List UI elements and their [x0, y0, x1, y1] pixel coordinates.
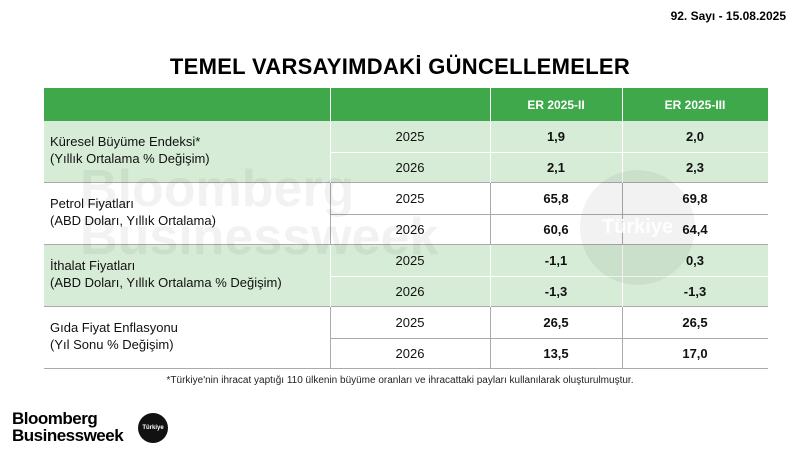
row-label: İthalat Fiyatları (ABD Doları, Yıllık Ort… [50, 257, 330, 291]
value: -1,1 [544, 253, 568, 268]
year: 2025 [395, 253, 425, 268]
value: 0,3 [685, 253, 705, 268]
value: 26,5 [543, 315, 569, 330]
year: 2025 [395, 129, 425, 144]
value: 64,4 [682, 222, 708, 237]
row-label: Gıda Fiyat Enflasyonu (Yıl Sonu % Değişim… [50, 319, 330, 353]
row-label: Petrol Fiyatları (ABD Doları, Yıllık Orta… [50, 195, 330, 229]
row-label-line: (ABD Doları, Yıllık Ortalama) [50, 213, 216, 228]
column-header: ER 2025-II [527, 97, 585, 112]
column-header: ER 2025-III [664, 97, 726, 112]
year: 2026 [395, 160, 425, 175]
value: 13,5 [543, 346, 569, 361]
value: 2,0 [685, 129, 705, 144]
row-label-line: Gıda Fiyat Enflasyonu [50, 320, 178, 335]
value: 65,8 [543, 191, 569, 206]
row-label: Küresel Büyüme Endeksi* (Yıllık Ortalama … [50, 133, 330, 167]
header-row [44, 88, 768, 121]
watermark-line: Bloomberg [80, 160, 355, 218]
row-label-line: (Yıllık Ortalama % Değişim) [50, 151, 210, 166]
row-divider [330, 276, 768, 277]
year: 2025 [395, 191, 425, 206]
brand-line: Bloomberg [12, 409, 98, 428]
watermark-badge: Türkiye [580, 170, 695, 285]
year: 2026 [395, 346, 425, 361]
value: 69,8 [682, 191, 708, 206]
row-label-line: İthalat Fiyatları [50, 258, 136, 273]
watermark: Bloomberg Businessweek [80, 160, 439, 266]
value: 2,3 [685, 160, 705, 175]
footnote: *Türkiye'nin ihracat yaptığı 110 ülkenin… [166, 375, 634, 386]
value: 2,1 [546, 160, 566, 175]
row-label-line: (ABD Doları, Yıllık Ortalama % Değişim) [50, 275, 282, 290]
brand: Bloomberg Businessweek [12, 409, 124, 445]
year: 2026 [395, 222, 425, 237]
year: 2026 [395, 284, 425, 299]
header-divider [490, 88, 491, 121]
value: 26,5 [682, 315, 708, 330]
value: -1,3 [683, 284, 707, 299]
value: 1,9 [546, 129, 566, 144]
row-divider [330, 152, 768, 153]
row-label-line: Petrol Fiyatları [50, 196, 134, 211]
year: 2025 [395, 315, 425, 330]
brand-line: Businessweek [12, 426, 124, 445]
value: 60,6 [543, 222, 569, 237]
row-divider [330, 338, 768, 339]
row-divider [330, 214, 768, 215]
title: TEMEL VARSAYIMDAKİ GÜNCELLEMELER [169, 54, 631, 79]
value: -1,3 [544, 284, 568, 299]
table: ER 2025-II ER 2025-III Küresel Büyüme Ende… [44, 88, 768, 369]
issue: 92. Sayı - 15.08.2025 [670, 9, 786, 23]
brand-badge: Türkiye [138, 413, 168, 443]
row-label-line: Küresel Büyüme Endeksi* [50, 134, 201, 149]
value: 17,0 [682, 346, 708, 361]
row-label-line: (Yıl Sonu % Değişim) [50, 337, 174, 352]
header-divider [330, 88, 331, 121]
watermark-line: Businessweek [80, 208, 439, 266]
header-divider [622, 88, 623, 121]
